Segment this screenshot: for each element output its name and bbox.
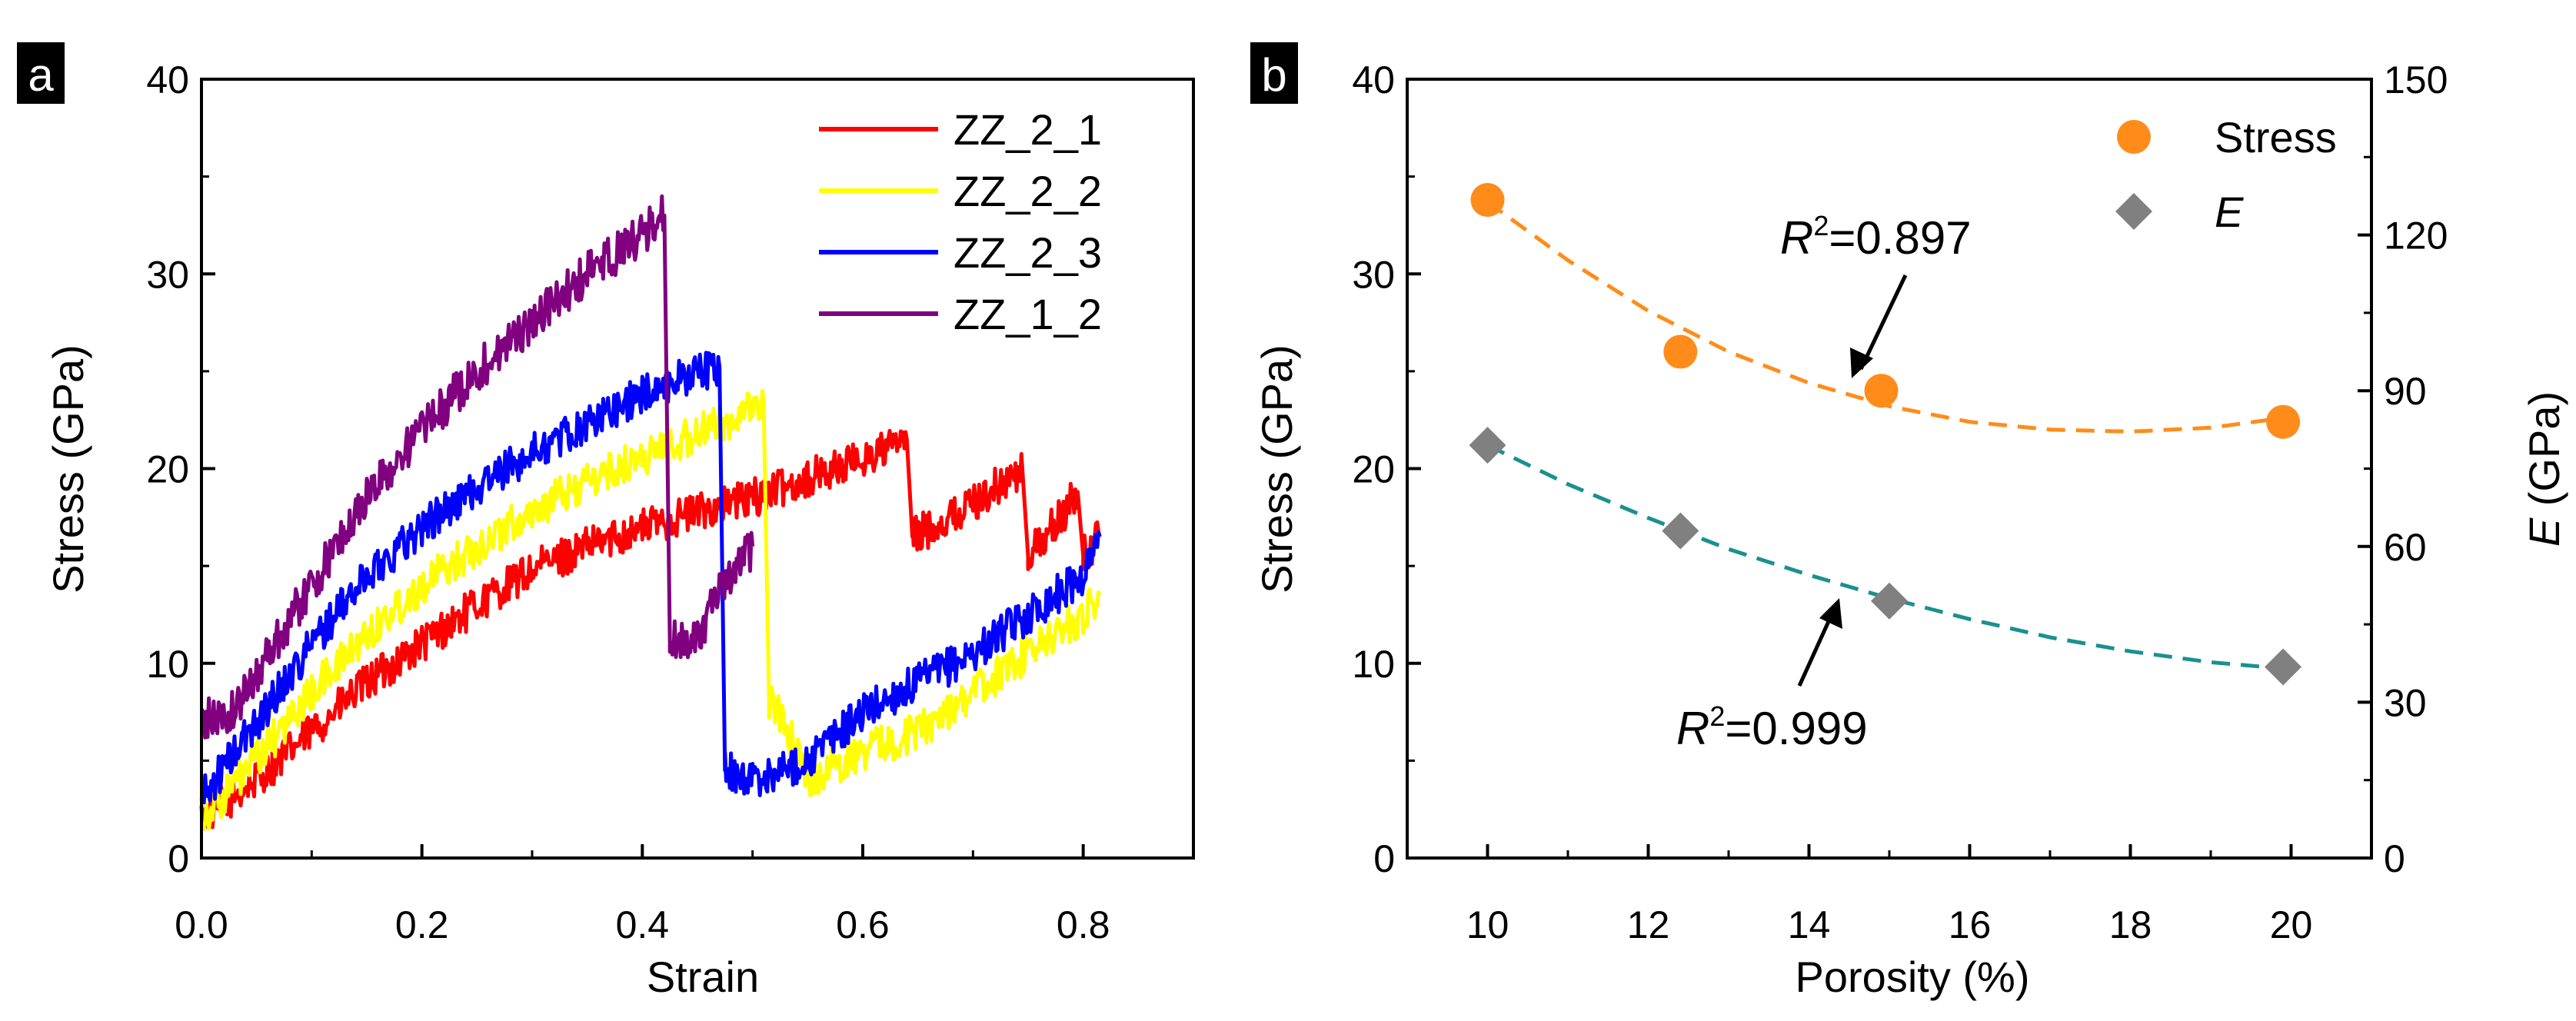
panel-b: b 10 12 14 16 18 20 0 10 20 30 40 0 30 60 90 120 150 Por… [1250,42,2568,1001]
panel-b-y-axis-label: Stress (GPa) [1253,344,1301,594]
panel-b-ticks: 10 12 14 16 18 20 0 10 20 30 40 0 30 60 90 120 150 [1352,58,2448,946]
data-point-Stress [1864,374,1899,408]
panel-a-y-tick-label: 20 [146,448,189,491]
panel-b-y-tick-label: 10 [1352,643,1395,686]
annotation-arrowhead-stress [1850,348,1873,378]
panel-a-x-tick-label: 0.2 [395,903,449,946]
panel-b-plot [1469,183,2302,686]
data-point-E [1662,512,1699,550]
panel-b-y-tick-label: 40 [1352,58,1395,101]
panel-a-ticks: 0.0 0.2 0.4 0.6 0.8 0 10 20 30 40 [146,58,1195,946]
panel-b-y2-tick-label: 150 [2384,58,2448,101]
panel-b-x-tick-label: 10 [1466,903,1509,946]
data-point-E [1871,582,1908,620]
panel-b-y2-tick-label: 90 [2384,370,2427,413]
panel-a-label: a [28,49,54,101]
panel-b-y2-tick-label: 0 [2384,837,2405,880]
annotation-r2-stress: R2=0.897 [1780,210,1972,264]
panel-b-y-tick-label: 0 [1373,837,1395,880]
legend-marker-E [2115,193,2152,230]
series-line-ZZ_2_1 [199,428,1102,831]
panel-a-y-tick-label: 40 [146,58,189,101]
panel-b-y2-axis-label-unit: (GPa) [2520,391,2568,518]
annotation-arrow-e [1797,610,1835,687]
panel-a-y-tick-label: 10 [146,643,189,686]
panel-b-y2-axis-label-italic: E [2520,517,2568,547]
data-point-Stress [1470,183,1505,218]
panel-a-x-tick-label: 0.4 [616,903,670,946]
data-point-Stress [2266,404,2301,439]
panel-b-y2-tick-label: 30 [2384,681,2427,724]
data-point-E [1469,427,1506,464]
series-line-ZZ_1_2 [199,194,755,740]
panel-b-x-tick-label: 12 [1627,903,1670,946]
panel-b-y2-tick-label: 60 [2384,526,2427,569]
panel-a-y-tick-label: 30 [146,253,189,296]
panel-b-x-tick-label: 20 [2270,903,2313,946]
panel-b-y-tick-label: 30 [1352,253,1395,296]
panel-b-y-tick-label: 20 [1352,448,1395,491]
panel-a-x-tick-label: 0.6 [836,903,890,946]
panel-b-legend: Stress E [2115,113,2337,236]
legend-marker-Stress [2117,120,2151,154]
legend-label-ZZ_1_2: ZZ_1_2 [954,290,1102,338]
panel-b-x-tick-label: 14 [1788,903,1831,946]
panel-a-plot [199,194,1102,831]
data-point-E [2265,648,2302,686]
legend-label-ZZ_2_2: ZZ_2_2 [954,167,1102,215]
annotation-r2-e: R2=0.999 [1676,700,1868,754]
annotation-arrow-stress [1859,274,1908,371]
data-point-Stress [1663,334,1698,369]
panel-b-label-box [1250,42,1298,104]
panel-b-x-tick-label: 18 [2109,903,2152,946]
panel-b-label: b [1261,49,1286,101]
panel-a-y-axis-label: Stress (GPa) [44,344,92,594]
series-line-ZZ_2_3 [199,351,1102,805]
panel-a-legend: ZZ_2_1 ZZ_2_2 ZZ_2_3 ZZ_1_2 [819,105,1102,338]
panel-a-y-tick-label: 0 [168,837,189,880]
panel-a-x-tick-label: 0.0 [175,903,228,946]
panel-b-x-axis-label: Porosity (%) [1796,953,2030,1001]
panel-b-y2-tick-label: 120 [2384,215,2448,258]
panel-a: a 0.0 0.2 0.4 0.6 0.8 0 10 20 30 40 Strain Stress… [17,42,1195,1001]
fit-line-E [1486,443,2284,670]
fit-line-Stress [1486,200,2284,434]
panel-b-y2-axis-label: E (GPa) [2520,391,2568,547]
panel-a-x-axis-label: Strain [647,953,759,1001]
legend-label-Stress: Stress [2215,113,2337,161]
legend-label-ZZ_2_3: ZZ_2_3 [954,228,1102,277]
panel-b-x-tick-label: 16 [1949,903,1992,946]
legend-label-ZZ_2_1: ZZ_2_1 [954,105,1102,154]
annotation-arrowhead-e [1819,598,1842,629]
series-line-ZZ_2_2 [199,388,1102,831]
legend-label-E: E [2215,188,2244,236]
panel-a-label-box [17,42,65,104]
panel-a-x-tick-label: 0.8 [1057,903,1110,946]
